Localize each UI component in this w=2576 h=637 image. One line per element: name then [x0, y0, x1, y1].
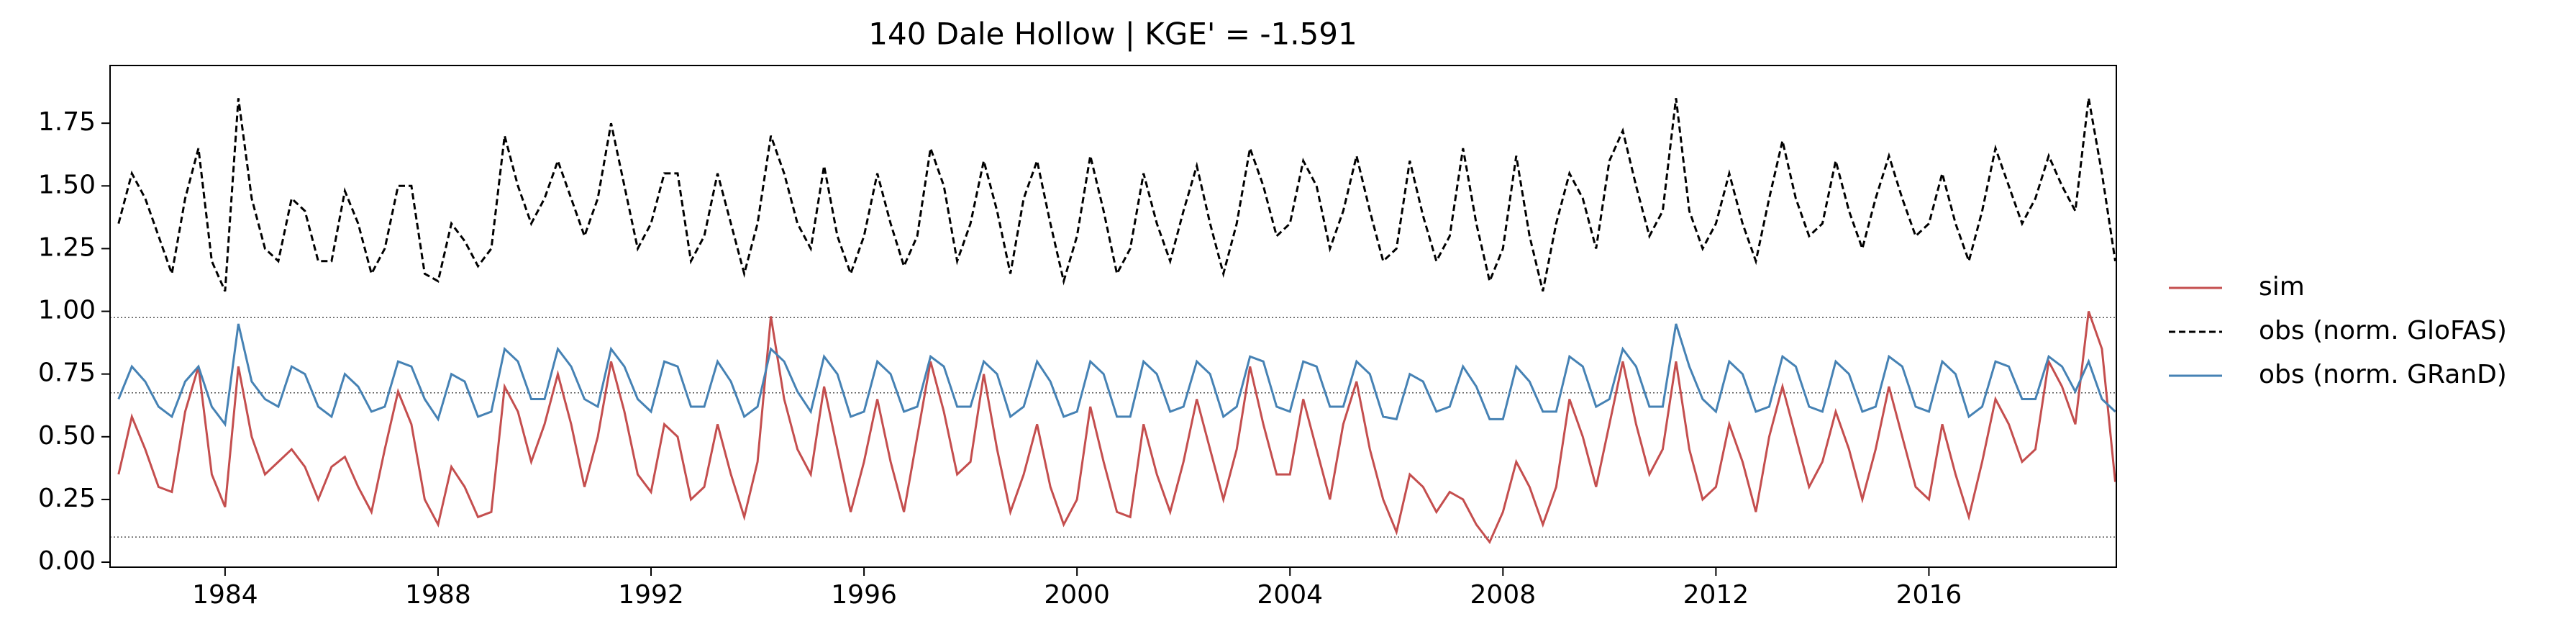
series-line: [117, 310, 2116, 545]
y-tick-label: 1.75: [38, 107, 96, 137]
y-tick-label: 0.50: [38, 421, 96, 451]
x-tick-label: 1992: [618, 580, 684, 610]
y-tick-label: 1.00: [38, 296, 96, 325]
y-tick-label: 0.25: [38, 484, 96, 513]
x-tick-label: 2016: [1896, 580, 1962, 610]
y-tick-label: 1.50: [38, 170, 96, 199]
y-tick-label: 0.00: [38, 546, 96, 576]
x-tick-label: 1984: [192, 580, 258, 610]
x-tick-label: 2004: [1257, 580, 1323, 610]
plot-frame: [109, 65, 2117, 568]
y-tick-label: 1.25: [38, 232, 96, 262]
series-line: [117, 98, 2116, 292]
series-line: [117, 323, 2116, 428]
legend-label: obs (norm. GloFAS): [2259, 316, 2507, 345]
y-tick-label: 0.75: [38, 358, 96, 388]
chart-title: 140 Dale Hollow | KGE' = -1.591: [868, 17, 1357, 52]
x-tick-label: 2008: [1470, 580, 1536, 610]
x-tick-label: 1996: [831, 580, 897, 610]
legend-label: obs (norm. GRanD): [2259, 360, 2507, 389]
legend-label: sim: [2259, 272, 2305, 302]
x-tick-label: 1988: [405, 580, 471, 610]
x-tick-label: 2000: [1044, 580, 1110, 610]
x-tick-label: 2012: [1683, 580, 1749, 610]
